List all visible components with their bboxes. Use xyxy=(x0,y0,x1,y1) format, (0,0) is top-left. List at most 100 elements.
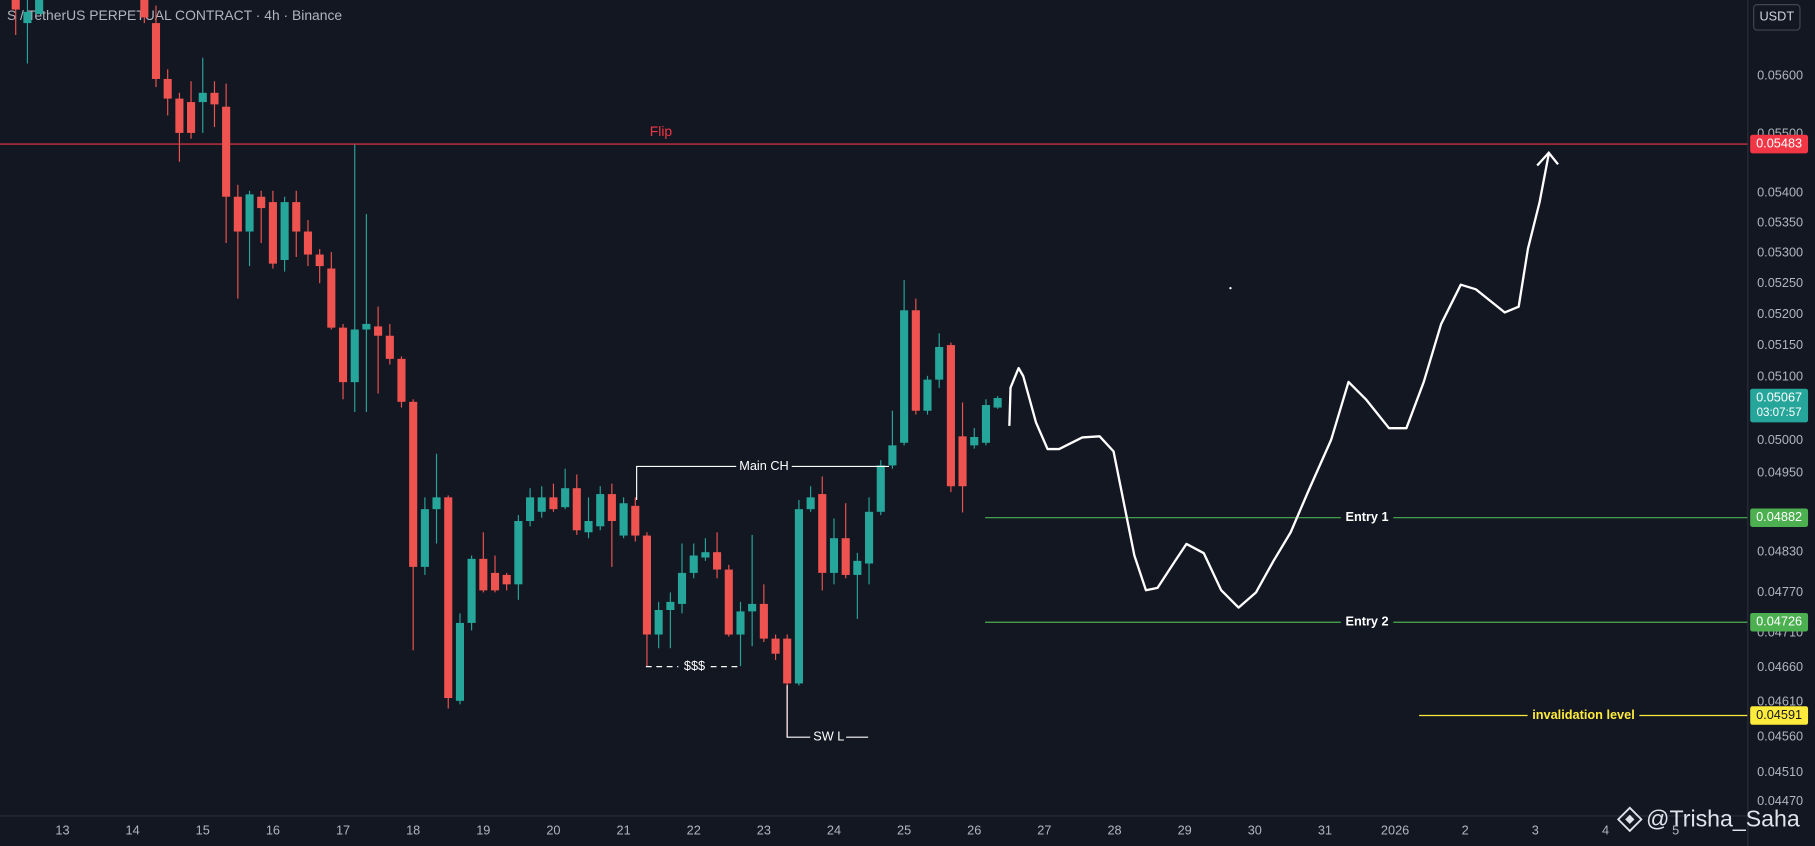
candle-body xyxy=(374,326,383,336)
x-tick-label: 16 xyxy=(266,822,280,837)
level-name-bg xyxy=(1340,510,1394,525)
candle-body xyxy=(596,494,605,527)
level-price-label: 0.04591 xyxy=(1756,707,1802,722)
candle-body xyxy=(280,202,289,261)
projection-arrowhead xyxy=(1536,150,1559,167)
x-tick-label: 2 xyxy=(1462,822,1469,837)
candle-body xyxy=(432,497,441,510)
x-tick-label: 23 xyxy=(757,822,771,837)
countdown-label: 03:07:57 xyxy=(1757,407,1802,419)
level-name: Entry 1 xyxy=(1345,509,1388,524)
x-tick-label: 22 xyxy=(687,822,701,837)
level-price-box xyxy=(1750,612,1809,632)
watermark: @Trisha_Saha xyxy=(1646,806,1800,832)
annotation-label: Main CH xyxy=(739,458,788,473)
x-tick-label: 4 xyxy=(1602,822,1609,837)
y-tick-label: 0.04510 xyxy=(1757,764,1803,779)
candle-body xyxy=(701,552,710,558)
level-name: Flip xyxy=(650,123,673,139)
y-tick-label: 0.04950 xyxy=(1757,465,1803,480)
candle-body xyxy=(303,231,313,255)
watermark-logo xyxy=(1616,806,1643,833)
level-name-bg xyxy=(1527,708,1640,723)
x-tick-label: 18 xyxy=(406,822,420,837)
annotation-line xyxy=(636,465,737,500)
candle-body xyxy=(175,98,184,133)
candle-body xyxy=(724,569,733,635)
x-tick-label: 2026 xyxy=(1381,822,1409,837)
y-tick-label: 0.05300 xyxy=(1757,245,1803,260)
y-tick-label: 0.04660 xyxy=(1757,659,1803,674)
candle-body xyxy=(210,92,219,105)
candle-body xyxy=(514,521,523,585)
candle-body xyxy=(151,23,161,79)
candle-body xyxy=(11,0,20,10)
x-tick-label: 5 xyxy=(1672,822,1679,837)
currency-label[interactable]: USDT xyxy=(1759,9,1794,24)
candle-body xyxy=(806,497,815,510)
candle-body xyxy=(362,323,371,330)
projection-path xyxy=(1008,153,1550,609)
x-tick-label: 24 xyxy=(827,822,841,837)
candle-body xyxy=(607,494,616,522)
x-tick-label: 14 xyxy=(126,822,140,837)
candle-body xyxy=(526,497,535,522)
candle-body xyxy=(911,310,920,411)
candle-body xyxy=(233,196,242,232)
x-tick-label: 26 xyxy=(967,822,981,837)
logo-diamond xyxy=(1616,806,1643,833)
candle-body xyxy=(409,401,418,567)
x-tick-label: 28 xyxy=(1107,822,1121,837)
candle-body xyxy=(689,555,698,573)
candle-body xyxy=(292,202,301,232)
y-tick-label: 0.04470 xyxy=(1757,793,1803,808)
currency-button[interactable] xyxy=(1753,4,1801,31)
candle-body xyxy=(642,535,651,635)
y-tick-label: 0.05200 xyxy=(1757,306,1803,321)
x-tick-label: 29 xyxy=(1178,822,1192,837)
candle-body xyxy=(771,638,780,654)
level-price-box xyxy=(1750,706,1809,725)
annotation-line xyxy=(786,685,811,738)
candle-body xyxy=(198,92,207,103)
candle-body xyxy=(444,497,453,699)
candle-body xyxy=(537,497,546,512)
candle-body xyxy=(385,335,394,359)
candle-body xyxy=(794,509,803,684)
y-tick-label: 0.05250 xyxy=(1757,275,1803,290)
logo-center xyxy=(1625,814,1635,825)
y-tick-label: 0.04560 xyxy=(1757,729,1803,744)
candle-body xyxy=(888,445,897,466)
candle-body xyxy=(923,379,932,411)
candle-body xyxy=(619,503,628,536)
candle-body xyxy=(163,78,172,99)
candle-body xyxy=(479,558,488,591)
candle-body xyxy=(970,436,979,446)
candle-body xyxy=(853,560,862,575)
candle-body xyxy=(222,106,231,197)
annotation-label: SW L xyxy=(813,729,844,744)
candle-body xyxy=(549,497,558,510)
candle-body xyxy=(490,572,500,591)
x-tick-label: 13 xyxy=(55,822,69,837)
candle-body xyxy=(946,345,955,487)
candle-body xyxy=(572,488,581,531)
candle-body xyxy=(397,358,406,402)
candle-body xyxy=(713,552,722,570)
candle-body xyxy=(748,603,757,612)
candle-body xyxy=(654,610,663,635)
candle-body xyxy=(981,405,991,443)
x-tick-label: 19 xyxy=(476,822,490,837)
level-price-label: 0.04726 xyxy=(1756,614,1802,629)
candle-body xyxy=(818,494,827,573)
candle-body xyxy=(23,11,32,24)
candle-body xyxy=(420,509,429,567)
candle-body xyxy=(455,622,465,701)
y-tick-label: 0.05150 xyxy=(1757,337,1803,352)
candle-body xyxy=(935,346,944,380)
y-tick-label: 0.04830 xyxy=(1757,544,1803,559)
candle-body xyxy=(736,611,745,635)
candle-body xyxy=(467,558,476,623)
y-tick-label: 0.05350 xyxy=(1757,214,1803,229)
